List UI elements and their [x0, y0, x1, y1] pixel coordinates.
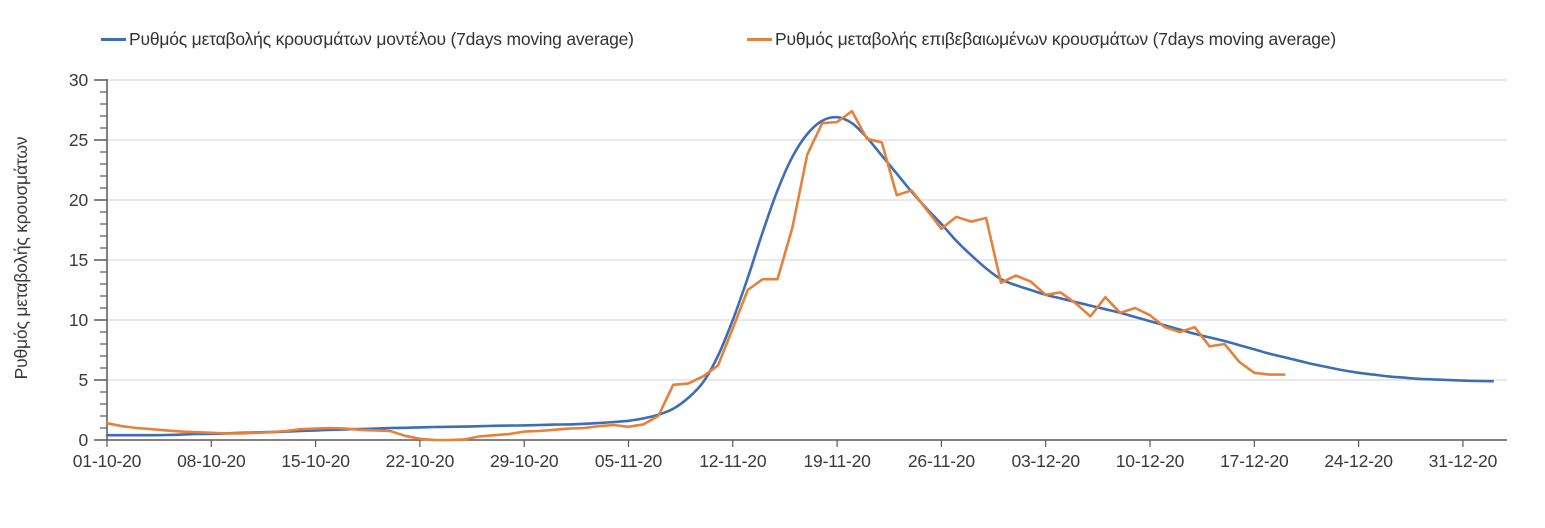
- series-line-model: [105, 115, 1494, 437]
- y-tick-label: 10: [69, 310, 89, 330]
- x-tick-label: 12-11-20: [699, 451, 767, 471]
- legend-item-model: Ρυθμός μεταβολής κρουσμάτων μοντέλου (7d…: [101, 29, 634, 50]
- x-tick-label: 05-11-20: [595, 451, 663, 471]
- x-tick-label: 15-10-20: [281, 451, 350, 471]
- y-tick-label: 5: [78, 370, 88, 390]
- legend-item-confirmed: Ρυθμός μεταβολής επιβεβαιωμένων κρουσμάτ…: [747, 29, 1336, 50]
- y-tick-label: 30: [69, 70, 89, 90]
- x-tick-label: 08-10-20: [177, 451, 246, 471]
- legend-label-confirmed: Ρυθμός μεταβολής επιβεβαιωμένων κρουσμάτ…: [775, 29, 1336, 49]
- x-tick-label: 22-10-20: [386, 451, 455, 471]
- series-line-confirmed: [105, 109, 1286, 442]
- y-tick-label: 15: [69, 250, 88, 270]
- x-tick-label: 24-12-20: [1324, 451, 1393, 471]
- legend-label-model: Ρυθμός μεταβολής κρουσμάτων μοντέλου (7d…: [129, 29, 634, 49]
- x-tick-label: 31-12-20: [1429, 451, 1498, 471]
- legend-line-confirmed-icon: [747, 38, 772, 41]
- x-tick-label: 19-11-20: [804, 451, 872, 471]
- y-tick-label: 20: [69, 190, 89, 210]
- x-tick-label: 01-10-20: [73, 451, 142, 471]
- y-axis-title: Ρυθμός μεταβολής κρουσμάτων: [11, 136, 31, 380]
- x-tick-label: 29-10-20: [490, 451, 559, 471]
- y-tick-label: 0: [78, 430, 88, 450]
- x-tick-label: 17-12-20: [1220, 451, 1289, 471]
- x-tick-label: 10-12-20: [1116, 451, 1185, 471]
- y-tick-label: 25: [69, 130, 88, 150]
- legend-line-model-icon: [101, 38, 126, 41]
- x-tick-label: 03-12-20: [1011, 451, 1080, 471]
- x-tick-label: 26-11-20: [908, 451, 976, 471]
